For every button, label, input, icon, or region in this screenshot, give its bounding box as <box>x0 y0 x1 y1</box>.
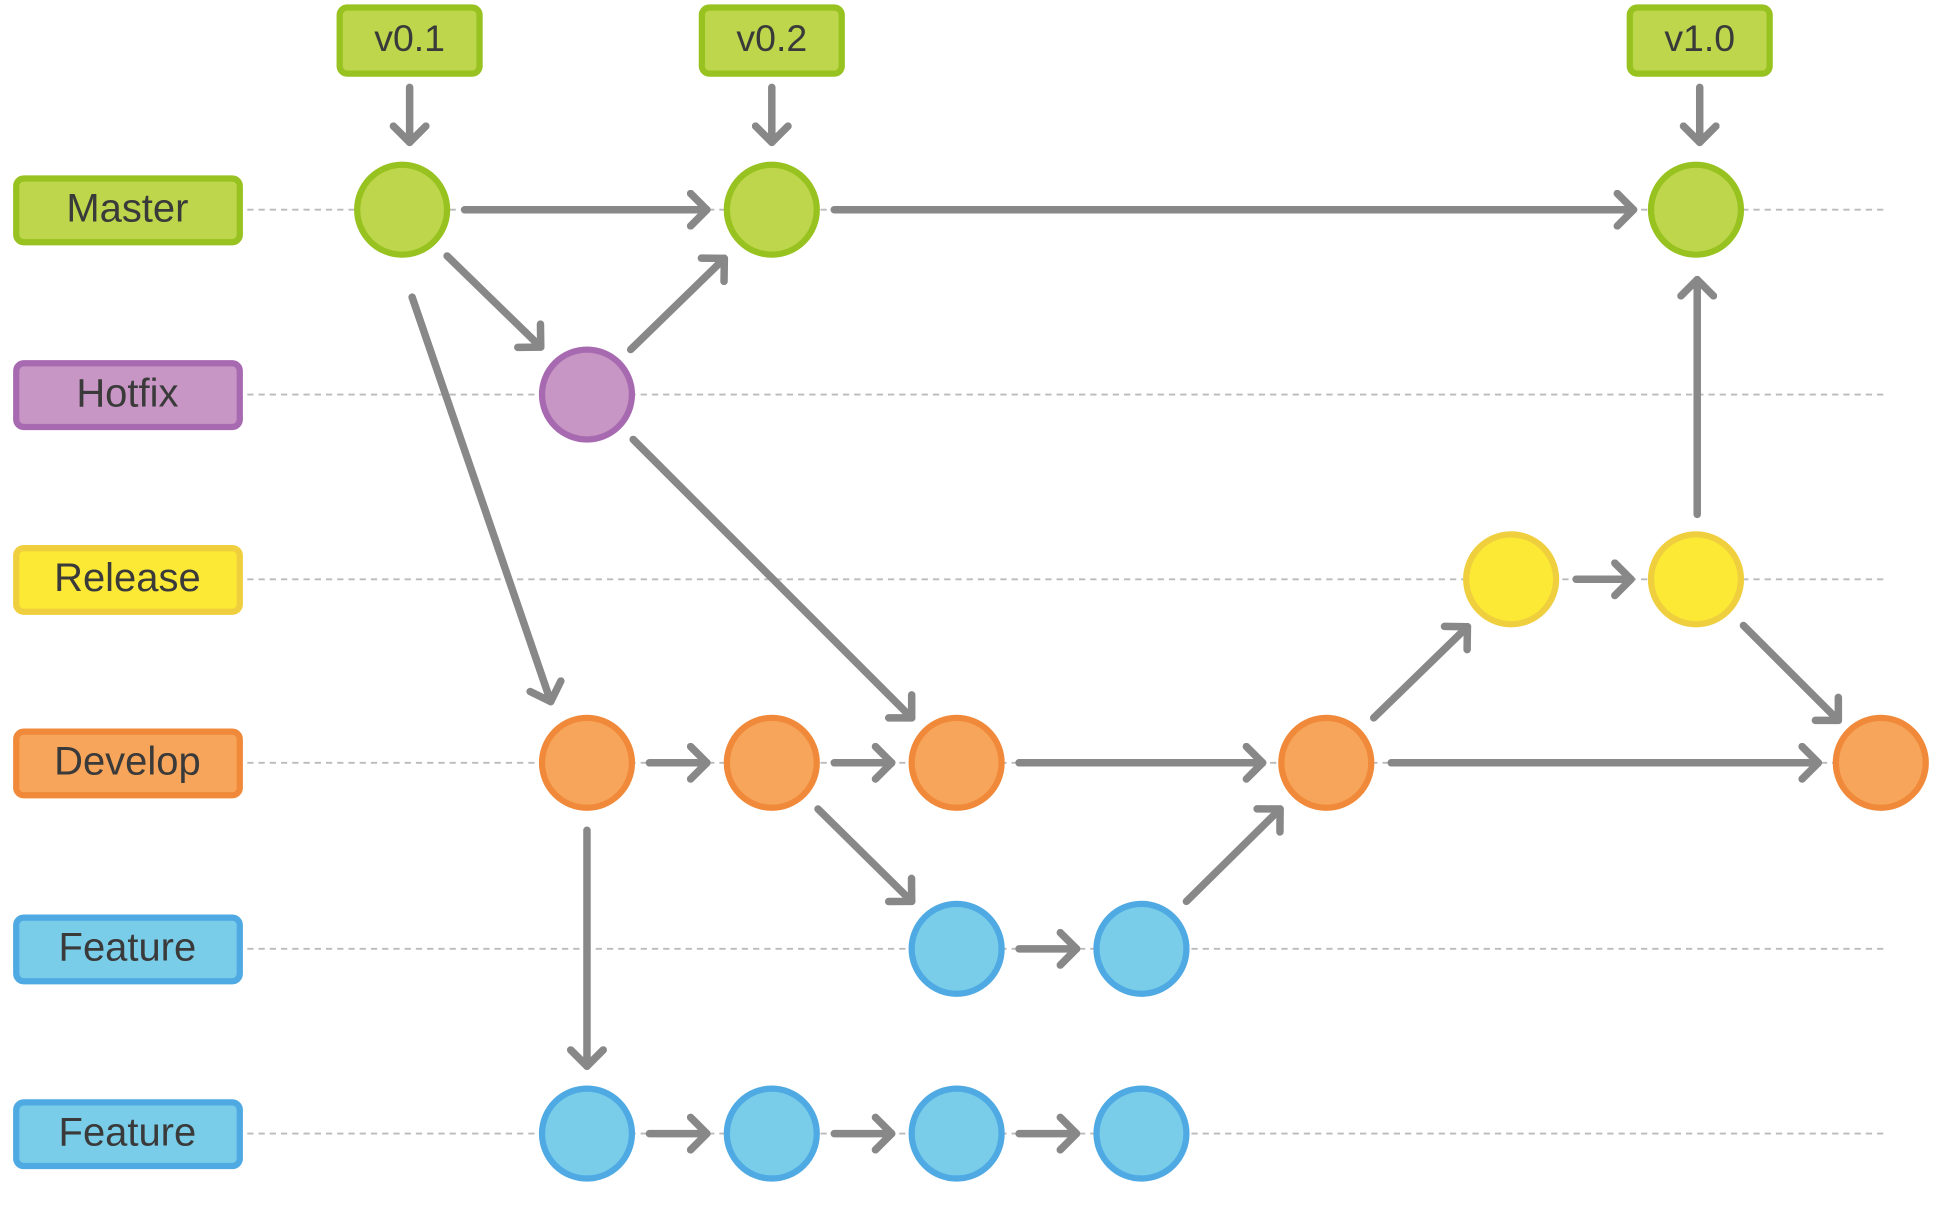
tag-label: v0.2 <box>736 17 807 59</box>
branch-label-box <box>13 1099 243 1170</box>
arrow <box>626 254 729 354</box>
arrows <box>389 83 1843 1154</box>
commit <box>908 1085 1005 1182</box>
tag-box <box>1626 4 1773 77</box>
lanes <box>247 208 1889 1135</box>
commit <box>723 1085 820 1182</box>
labels: Master Hotfix Release Develop Feature Feature… <box>13 4 1773 1170</box>
commit <box>538 346 636 443</box>
branch-label: Feature <box>59 926 197 970</box>
commit <box>538 1085 636 1182</box>
branch-label-box <box>13 360 243 431</box>
commit <box>1278 714 1375 811</box>
arrow <box>1370 622 1472 722</box>
commit <box>1093 1085 1190 1182</box>
commit <box>723 161 820 258</box>
commit <box>354 161 451 258</box>
commit <box>538 714 636 811</box>
commits <box>354 161 1929 1182</box>
arrow <box>629 435 916 722</box>
branch-label-box <box>13 544 243 615</box>
tag-label: v1.0 <box>1664 17 1735 59</box>
branch-label: Master <box>66 187 188 231</box>
arrow <box>408 293 565 706</box>
branch-label-box <box>13 175 243 246</box>
arrow <box>1182 805 1284 906</box>
branch-label: Release <box>54 556 201 600</box>
commit <box>1647 531 1745 628</box>
commit <box>1093 900 1190 997</box>
arrow <box>1739 621 1843 725</box>
tag-box <box>698 4 845 77</box>
branch-label: Feature <box>59 1110 197 1154</box>
branch-label-box <box>13 914 243 985</box>
commit <box>908 900 1005 997</box>
commit <box>723 714 820 811</box>
branch-label: Hotfix <box>76 371 178 415</box>
branch-label-box <box>13 728 243 799</box>
commit <box>908 714 1005 811</box>
commit <box>1832 714 1929 811</box>
arrow <box>443 252 545 352</box>
tag-box <box>336 4 483 77</box>
branch-label: Develop <box>54 740 201 784</box>
commit <box>1647 161 1745 258</box>
tag-label: v0.1 <box>374 17 445 59</box>
arrow <box>814 805 916 906</box>
commit <box>1463 531 1560 628</box>
